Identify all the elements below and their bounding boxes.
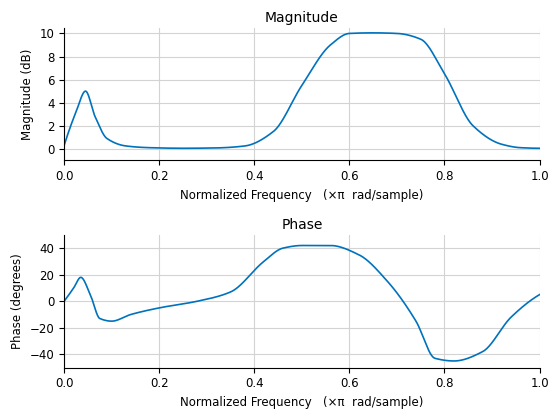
X-axis label: Normalized Frequency   (×π  rad/sample): Normalized Frequency (×π rad/sample) xyxy=(180,189,423,202)
X-axis label: Normalized Frequency   (×π  rad/sample): Normalized Frequency (×π rad/sample) xyxy=(180,396,423,409)
Title: Magnitude: Magnitude xyxy=(265,11,339,25)
Title: Phase: Phase xyxy=(281,218,323,232)
Y-axis label: Phase (degrees): Phase (degrees) xyxy=(11,253,24,349)
Y-axis label: Magnitude (dB): Magnitude (dB) xyxy=(21,48,34,140)
